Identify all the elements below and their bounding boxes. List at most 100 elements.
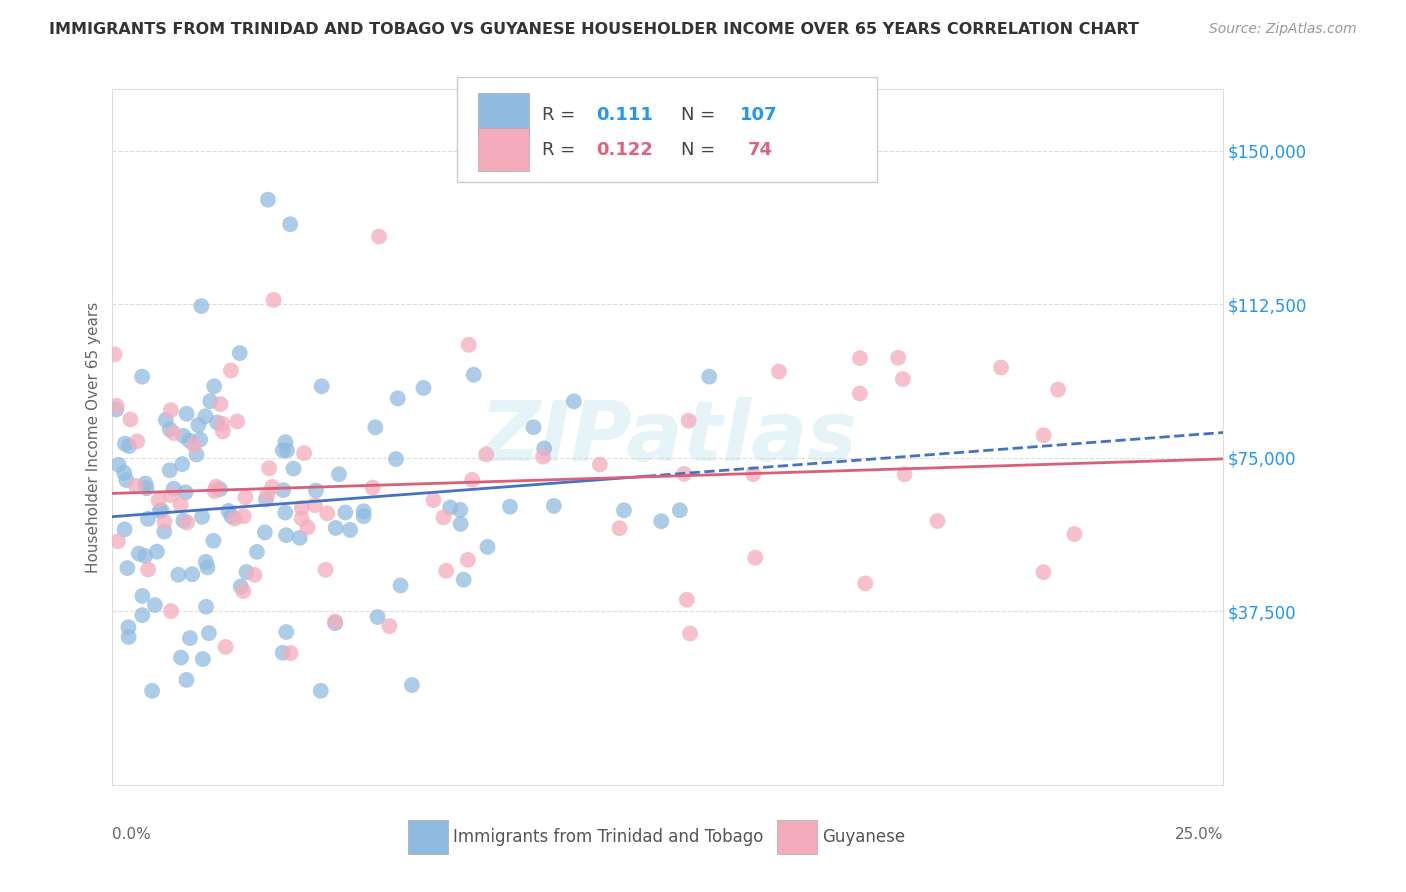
Point bbox=[262, 480, 284, 494]
Point bbox=[232, 584, 254, 599]
Point bbox=[229, 579, 252, 593]
Point bbox=[134, 476, 156, 491]
Point bbox=[159, 403, 181, 417]
Point bbox=[217, 504, 239, 518]
Point bbox=[194, 555, 217, 569]
Point bbox=[143, 598, 166, 612]
FancyBboxPatch shape bbox=[776, 820, 817, 855]
Point bbox=[205, 480, 228, 494]
Point bbox=[990, 360, 1012, 375]
Point bbox=[378, 619, 401, 633]
Point bbox=[613, 503, 636, 517]
Text: IMMIGRANTS FROM TRINIDAD AND TOBAGO VS GUYANESE HOUSEHOLDER INCOME OVER 65 YEARS: IMMIGRANTS FROM TRINIDAD AND TOBAGO VS G… bbox=[49, 22, 1139, 37]
Point bbox=[114, 436, 136, 450]
Point bbox=[477, 540, 499, 554]
Point bbox=[191, 509, 214, 524]
Point bbox=[768, 365, 790, 379]
Point bbox=[148, 493, 170, 508]
Point bbox=[257, 193, 280, 207]
Text: 0.122: 0.122 bbox=[596, 141, 652, 159]
Point bbox=[125, 479, 148, 493]
Point bbox=[304, 498, 326, 512]
Point bbox=[120, 412, 142, 426]
Point bbox=[335, 506, 357, 520]
Point bbox=[676, 592, 699, 607]
Point bbox=[678, 414, 700, 428]
Point bbox=[311, 379, 333, 393]
Point bbox=[475, 447, 498, 461]
Point bbox=[325, 521, 347, 535]
Text: 25.0%: 25.0% bbox=[1175, 827, 1223, 842]
Point bbox=[609, 521, 631, 535]
Point bbox=[212, 425, 235, 439]
Point bbox=[195, 599, 218, 614]
Point bbox=[1032, 565, 1054, 579]
Point bbox=[232, 509, 254, 524]
Point bbox=[453, 573, 475, 587]
Point bbox=[669, 503, 692, 517]
Point bbox=[197, 560, 219, 574]
Point bbox=[893, 467, 915, 482]
Point bbox=[367, 610, 389, 624]
Point bbox=[202, 379, 225, 393]
Point bbox=[274, 506, 297, 520]
Point bbox=[278, 217, 301, 231]
Point bbox=[135, 481, 157, 495]
Point bbox=[461, 473, 484, 487]
Point bbox=[219, 363, 242, 377]
Point bbox=[849, 386, 872, 401]
Point bbox=[131, 589, 153, 603]
Point bbox=[160, 488, 183, 502]
Point bbox=[202, 533, 225, 548]
Point bbox=[650, 514, 672, 528]
Point bbox=[457, 553, 479, 567]
Point bbox=[136, 512, 159, 526]
FancyBboxPatch shape bbox=[478, 94, 529, 136]
Point bbox=[141, 683, 163, 698]
Point bbox=[224, 511, 246, 525]
Text: N =: N = bbox=[681, 141, 721, 159]
Point bbox=[235, 565, 257, 579]
Point bbox=[274, 435, 297, 450]
Point bbox=[246, 545, 269, 559]
Point bbox=[146, 544, 169, 558]
Point bbox=[105, 402, 128, 417]
Point bbox=[499, 500, 522, 514]
Point bbox=[105, 399, 128, 413]
Text: 107: 107 bbox=[740, 106, 778, 124]
Point bbox=[172, 457, 194, 471]
Point bbox=[174, 485, 197, 500]
Point bbox=[263, 293, 285, 307]
Point bbox=[280, 646, 302, 660]
Point bbox=[163, 482, 186, 496]
Point bbox=[243, 567, 266, 582]
Point bbox=[186, 448, 208, 462]
Point bbox=[422, 493, 444, 508]
Point bbox=[432, 510, 454, 524]
Point bbox=[159, 463, 181, 477]
Text: Immigrants from Trinidad and Tobago: Immigrants from Trinidad and Tobago bbox=[454, 828, 763, 847]
Text: Source: ZipAtlas.com: Source: ZipAtlas.com bbox=[1209, 22, 1357, 37]
Point bbox=[457, 338, 479, 352]
Text: R =: R = bbox=[543, 141, 581, 159]
Point bbox=[291, 511, 314, 525]
Point bbox=[1063, 527, 1085, 541]
Point bbox=[228, 346, 250, 360]
Point bbox=[176, 407, 198, 421]
Point bbox=[128, 547, 150, 561]
Point bbox=[112, 466, 135, 480]
Point bbox=[211, 417, 233, 431]
Point bbox=[204, 484, 226, 499]
Point bbox=[172, 514, 194, 528]
Point bbox=[103, 347, 125, 361]
Point bbox=[288, 531, 311, 545]
Point bbox=[271, 483, 294, 497]
Point bbox=[531, 450, 554, 464]
FancyBboxPatch shape bbox=[408, 820, 449, 855]
Point bbox=[200, 394, 222, 409]
Point bbox=[1047, 383, 1070, 397]
Point bbox=[150, 503, 173, 517]
Point bbox=[389, 578, 412, 592]
Point bbox=[305, 483, 328, 498]
Point bbox=[163, 425, 186, 440]
